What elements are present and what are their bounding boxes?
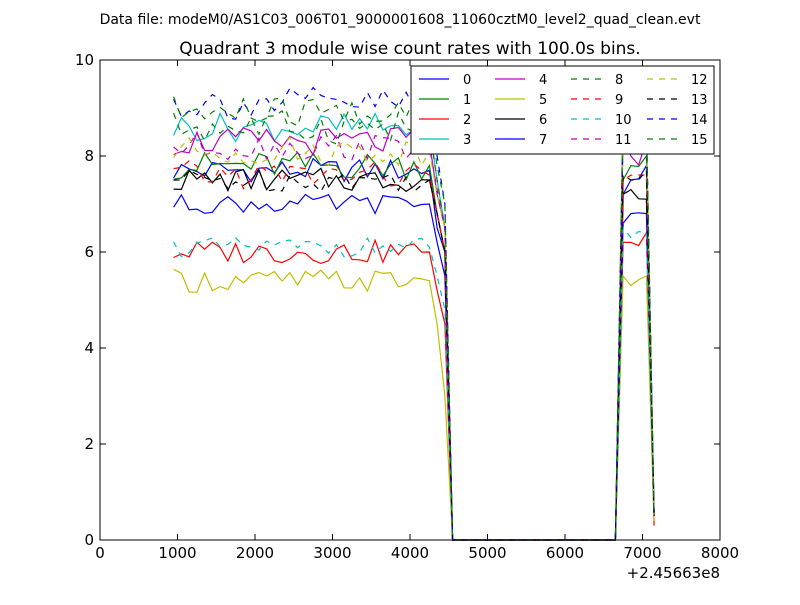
x-tick-label: 8000 [701,544,739,562]
legend-label-15: 15 [691,133,708,148]
y-tick-label: 6 [84,243,94,261]
y-tick-label: 0 [84,531,94,549]
series-layer [173,86,655,541]
chart-suptitle: Data file: modeM0/AS1C03_006T01_90000016… [100,12,701,28]
series-line-12 [173,124,655,541]
legend-label-0: 0 [463,73,471,88]
legend-label-5: 5 [539,93,547,108]
x-tick-label: 2000 [236,544,274,562]
series-line-7 [173,193,655,541]
legend-label-9: 9 [615,93,623,108]
y-tick-label: 10 [75,51,94,69]
series-line-15 [173,96,655,541]
x-tick-label: 7000 [623,544,661,562]
x-tick-label: 0 [95,544,105,562]
legend-label-8: 8 [615,73,623,88]
x-tick-label: 5000 [468,544,506,562]
series-line-2 [173,230,655,541]
legend-label-6: 6 [539,113,547,128]
legend-label-2: 2 [463,113,471,128]
series-line-5 [173,268,655,541]
series-line-13 [173,168,655,541]
y-tick-label: 4 [84,339,94,357]
legend-label-12: 12 [691,73,708,88]
legend-label-10: 10 [615,113,632,128]
legend-label-7: 7 [539,133,547,148]
legend-label-4: 4 [539,73,547,88]
x-tick-label: 3000 [313,544,351,562]
legend-box [410,65,715,155]
x-tick-label: 6000 [546,544,584,562]
y-tick-label: 2 [84,435,94,453]
legend-label-1: 1 [463,93,471,108]
legend-label-13: 13 [691,93,708,108]
x-offset-label: +2.45663e8 [627,564,720,582]
series-line-10 [173,226,655,541]
chart-title: Quadrant 3 module wise count rates with … [179,39,640,59]
x-tick-label: 1000 [158,544,196,562]
legend-label-11: 11 [615,133,632,148]
legend-label-14: 14 [691,113,708,128]
y-tick-label: 8 [84,147,94,165]
x-tick-label: 4000 [391,544,429,562]
series-line-14 [173,86,655,541]
legend-label-3: 3 [463,133,471,148]
